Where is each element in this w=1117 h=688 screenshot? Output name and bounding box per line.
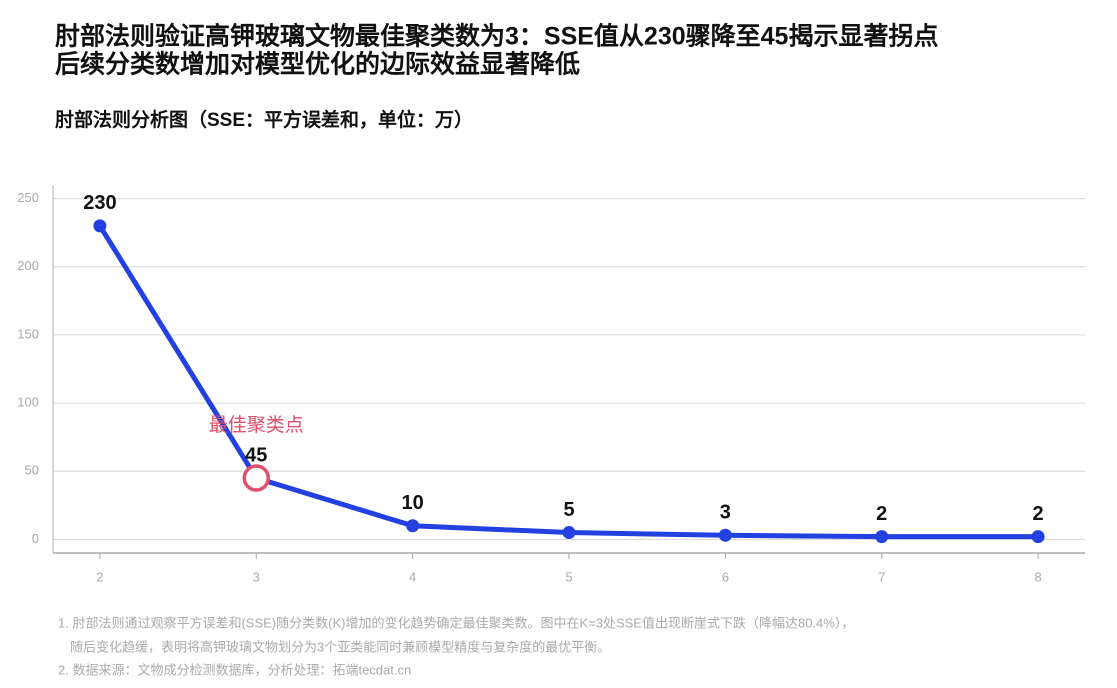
point [93,219,107,233]
y-tick-label: 0 [32,531,39,546]
y-tick-label: 250 [17,190,39,205]
y-tick-label: 200 [17,258,39,273]
chart-subtitle: 肘部法则分析图（SSE：平方误差和，单位：万） [55,108,473,131]
x-tick-label: 3 [253,569,260,584]
x-tick-label: 5 [565,569,572,584]
point [406,519,420,533]
point [718,528,732,542]
x-tick-label: 2 [96,569,103,584]
y-tick-label: 150 [17,326,39,341]
data-label: 45 [245,444,267,466]
chart-title: 后续分类数增加对模型优化的边际效益显著降低 [55,50,580,79]
y-tick-label: 100 [17,395,39,410]
point [875,530,889,544]
point [562,526,576,540]
chart-title: 肘部法则验证高钾玻璃文物最佳聚类数为3：SSE值从230骤降至45揭示显著拐点 [55,22,938,51]
series-line [97,224,1039,540]
data-label: 2 [876,503,887,525]
point [1031,530,1045,544]
note: 1. 肘部法则通过观察平方误差和(SSE)随分类数(K)增加的变化趋势确定最佳聚… [58,615,854,630]
data-label: 3 [720,502,731,524]
highlight-point [242,464,271,492]
note: 2. 数据来源：文物成分检测数据库，分析处理：拓端tecdat.cn [58,662,411,677]
note: 随后变化趋缓，表明将高钾玻璃文物划分为3个亚类能同时兼顾模型精度与复杂度的最优平… [70,639,610,654]
data-label: 2 [1033,503,1044,525]
data-label: 5 [563,499,574,521]
x-tick-label: 4 [409,569,416,584]
data-label: 10 [402,492,424,514]
x-tick-label: 8 [1034,569,1041,584]
x-tick-label: 6 [722,569,729,584]
x-tick-label: 7 [878,569,885,584]
annotation: 最佳聚类点 [209,414,304,436]
data-label: 230 [83,192,116,214]
y-tick-label: 50 [25,463,39,478]
